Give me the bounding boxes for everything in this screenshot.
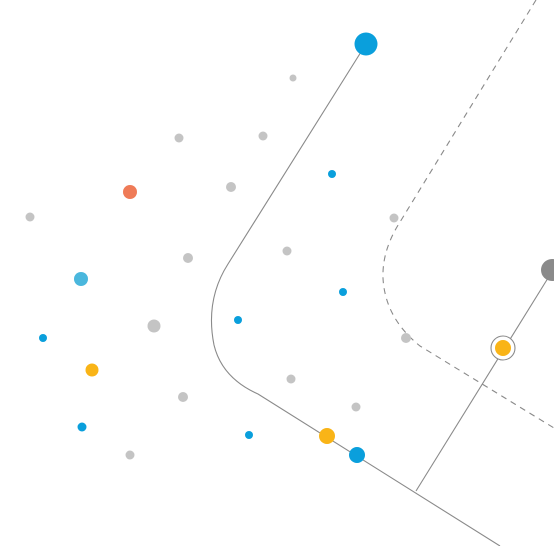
gray-dot [125,450,135,460]
gray-dot [178,392,188,402]
gray-dot [147,319,161,333]
blue-dot [234,316,242,324]
target-node-core [495,340,511,356]
gray-dot [389,213,399,223]
blue-dot [339,288,347,296]
gray-dot [289,74,297,82]
connector-line [210,43,501,546]
gray-dot [226,182,236,192]
blue-dot [328,170,336,178]
gray-dot [282,246,292,256]
gray-dot [258,131,268,141]
blue-dot [354,32,378,56]
gray-dot [286,374,296,384]
yellow-dot [319,428,335,444]
target-node [490,335,516,361]
gray-dot [183,253,193,263]
blue-dot [349,447,365,463]
gray-dot [174,133,184,143]
dark-gray-node [541,259,554,281]
blue-dot [245,431,253,439]
dashed-connector-line [382,0,554,429]
light-blue-dot [74,272,88,286]
gray-dot [351,402,361,412]
branch-line [415,269,554,492]
yellow-dot [85,363,99,377]
orange-dot [123,185,137,199]
gray-dot [25,212,35,222]
blue-dot [77,422,87,432]
gray-dot [401,333,411,343]
blue-dot [39,334,47,342]
